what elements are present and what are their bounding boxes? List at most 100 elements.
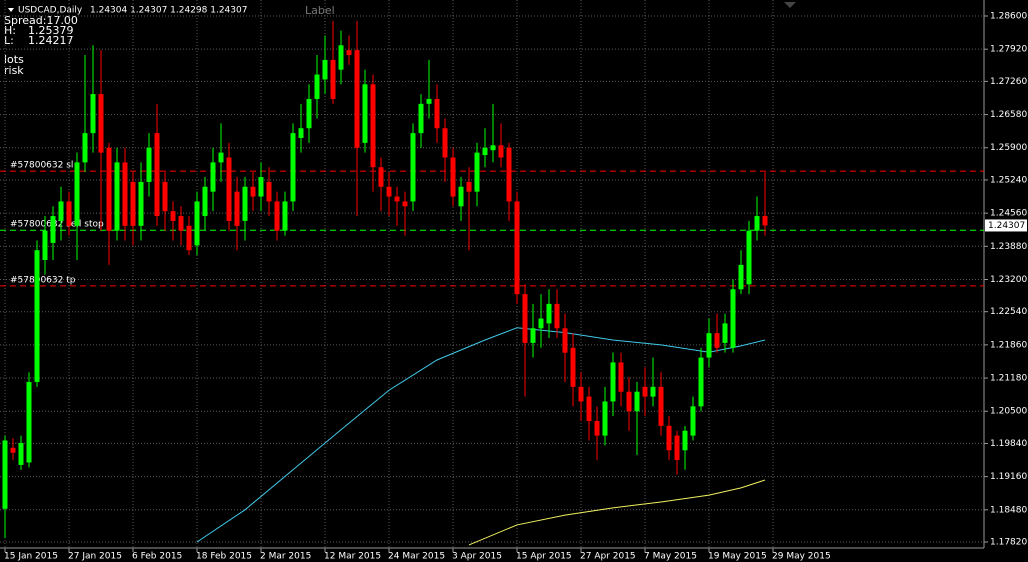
low-value: 1.24217 (28, 34, 74, 47)
candle-body (474, 152, 480, 192)
candle-body (194, 201, 200, 246)
x-tick-label: 15 Jan 2015 (4, 552, 58, 562)
x-tick-label: 7 May 2015 (644, 552, 697, 562)
candle-body (146, 147, 152, 182)
x-tick-label: 19 May 2015 (708, 552, 767, 562)
high-value: 1.25379 (28, 24, 74, 37)
lots-label: lots (4, 53, 24, 66)
candle-body (18, 442, 24, 465)
x-tick-label: 15 Apr 2015 (516, 552, 572, 562)
candle-body (602, 401, 608, 436)
candle-body (2, 440, 8, 509)
y-tick-label: 1.23200 (990, 275, 1027, 285)
candle-body (626, 391, 632, 412)
ohlc-header: 1.24304 1.24307 1.24298 1.24307 (90, 6, 247, 16)
candle-body (34, 250, 40, 382)
high-label: H: (4, 24, 16, 37)
candle-body (106, 147, 112, 231)
candle-body (682, 430, 688, 451)
candle-body (466, 181, 472, 192)
x-tick-label: 27 Jan 2015 (68, 552, 122, 562)
candle-body (434, 98, 440, 129)
candle-body (402, 201, 408, 207)
candle-body (426, 98, 432, 104)
y-tick-label: 1.25240 (990, 175, 1027, 185)
candle-body (634, 391, 640, 412)
low-label: L: (4, 34, 14, 47)
candle-body (690, 406, 696, 436)
candle-body (234, 191, 240, 226)
candle-body (130, 181, 136, 226)
x-tick-label: 18 Feb 2015 (196, 552, 252, 562)
candle-body (522, 294, 528, 343)
x-tick-label: 12 Mar 2015 (324, 552, 381, 562)
y-tick-label: 1.24560 (990, 209, 1027, 219)
candle-body (650, 386, 656, 397)
candle-body (218, 152, 224, 163)
candle-body (98, 94, 104, 153)
candle-body (538, 318, 544, 329)
candle-body (746, 230, 752, 285)
order-label: #57800632 sell stop (10, 220, 104, 230)
candle-body (706, 333, 712, 358)
candle-body (378, 167, 384, 187)
candle-body (122, 162, 128, 226)
candle-body (338, 45, 344, 70)
candle-body (394, 196, 400, 202)
candle-body (266, 181, 272, 202)
candle-body (570, 347, 576, 387)
candle-body (138, 181, 144, 226)
y-tick-label: 1.22540 (990, 307, 1027, 317)
candle-body (618, 362, 624, 392)
y-tick-label: 1.18480 (990, 505, 1027, 515)
candle-body (714, 333, 720, 348)
candle-body (578, 386, 584, 402)
y-tick-label: 1.21180 (990, 374, 1027, 384)
candle-body (82, 133, 88, 163)
y-tick-label: 1.27260 (990, 77, 1027, 87)
candle-body (66, 201, 72, 226)
candle-body (322, 59, 328, 80)
bid-box (985, 219, 1027, 232)
candle-body (410, 133, 416, 202)
candle-body (554, 303, 560, 329)
candle-body (178, 216, 184, 231)
candle-body (442, 128, 448, 158)
candle-body (658, 386, 664, 426)
candle-body (290, 133, 296, 202)
candle-body (666, 425, 672, 451)
order-label: #57800632 sl (10, 161, 73, 171)
menu-triangle[interactable] (8, 8, 14, 12)
candle-body (738, 264, 744, 290)
candle-body (354, 50, 360, 148)
candle-body (514, 201, 520, 295)
candle-body (418, 103, 424, 134)
spread: Spread:17.00 (4, 14, 78, 27)
candle-body (674, 435, 680, 461)
candle-body (458, 186, 464, 207)
candle-body (274, 201, 280, 231)
candle-body (26, 381, 32, 463)
candle-body (530, 328, 536, 343)
y-tick-label: 1.19840 (990, 439, 1027, 449)
candle-body (594, 420, 600, 436)
x-tick-label: 2 Mar 2015 (260, 552, 311, 562)
candle-body (162, 181, 168, 212)
candle-body (10, 447, 16, 453)
candle-body (202, 186, 208, 217)
y-tick-label: 1.27920 (990, 45, 1027, 55)
candle-body (490, 145, 496, 151)
candle-body (370, 84, 376, 168)
y-tick-label: 1.17820 (990, 537, 1027, 547)
y-tick-label: 1.20500 (990, 407, 1027, 417)
candle-body (186, 225, 192, 251)
candle-body (74, 162, 80, 226)
x-tick-label: 24 Mar 2015 (388, 552, 445, 562)
risk-label: risk (4, 64, 24, 77)
candle-body (346, 50, 352, 56)
candle-body (546, 303, 552, 324)
candle-body (42, 230, 48, 260)
candle-body (170, 211, 176, 221)
candle-body (754, 216, 760, 231)
candle-body (506, 147, 512, 202)
